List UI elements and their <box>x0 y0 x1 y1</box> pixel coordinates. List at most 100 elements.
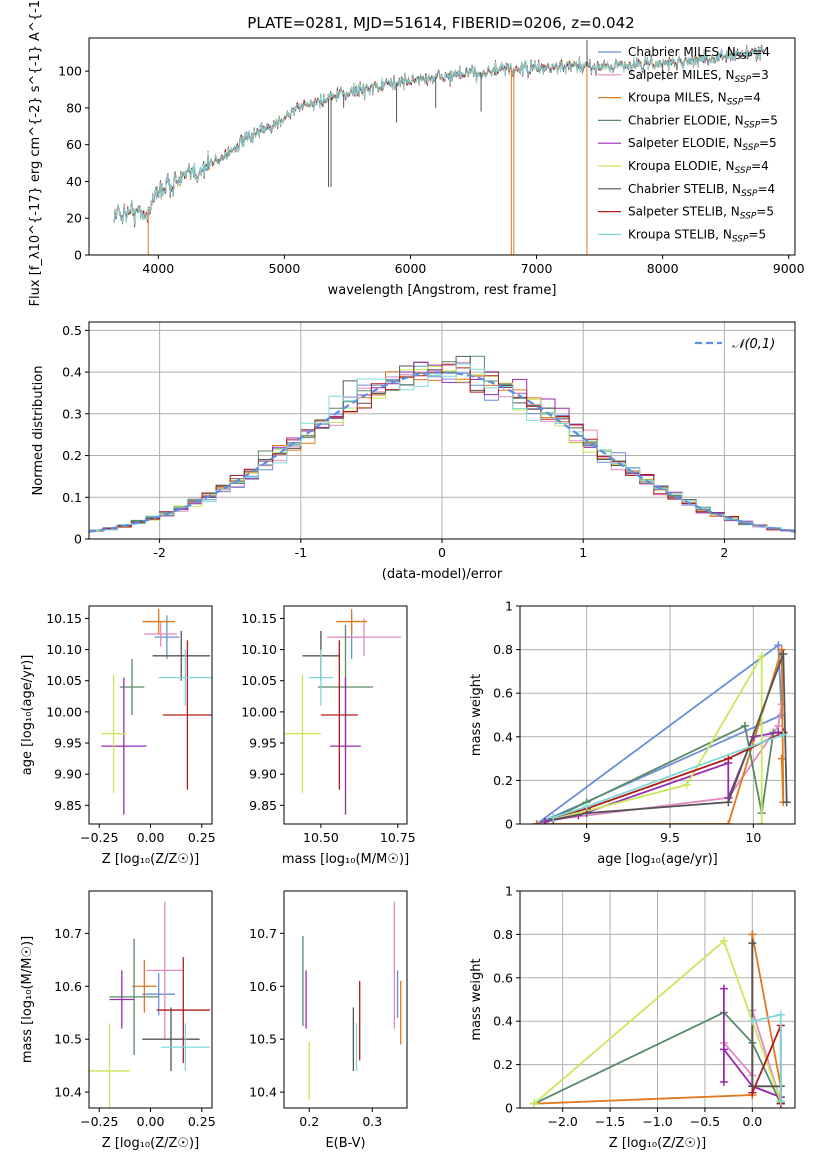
x-tick-label: 9000 <box>773 261 805 276</box>
y-tick-label: 40 <box>66 174 82 189</box>
mass-weight-line-kroupa-elodie <box>553 652 763 824</box>
mass-weight-marker <box>682 780 691 789</box>
mass-weight-marker <box>757 820 766 824</box>
y-tick-label: 10.00 <box>46 704 82 719</box>
mass-weight-marker <box>748 1017 757 1026</box>
y-tick-label: 10.6 <box>54 979 82 994</box>
mass-weight-marker <box>719 936 728 945</box>
y-tick-label: 0.4 <box>493 729 513 744</box>
legend-text: Chabrier STELIB, N <box>628 182 741 196</box>
y-axis-label: mass weight <box>469 958 484 1040</box>
x-tick-label: 7000 <box>521 261 553 276</box>
x-tick-label: −2.0 <box>547 1114 577 1129</box>
legend-text: Kroupa STELIB, N <box>628 227 732 241</box>
mass-weight-marker <box>541 817 549 824</box>
legend-label: Salpeter MILES, NSSP=3 <box>628 68 769 85</box>
plot-area-mass_vs_Z <box>89 901 210 1108</box>
legend-sub: SSP <box>742 143 759 153</box>
y-tick-label: 10.5 <box>54 1032 82 1047</box>
y-axis-label: Normed distribution <box>31 366 46 496</box>
histogram-salpeter-stelib <box>89 364 795 532</box>
y-axis-label: age [log₁₀(age/yr)] <box>20 655 35 776</box>
x-tick-label: −1.0 <box>642 1114 672 1129</box>
legend-text: Chabrier ELODIE, N <box>628 113 744 127</box>
y-tick-label: 0.8 <box>493 927 513 942</box>
x-axis-label: Z [log₁₀(Z/Z☉)] <box>102 1136 199 1151</box>
x-axis-label: Z [log₁₀(Z/Z☉)] <box>609 1136 706 1151</box>
mass-weight-marker <box>719 1045 728 1054</box>
x-tick-label: 9 <box>583 830 591 845</box>
x-tick-label: 9.5 <box>660 830 680 845</box>
legend-text: Salpeter ELODIE, N <box>628 136 742 150</box>
axes-frame <box>283 605 408 825</box>
spectrum-line-kroupa-stelib <box>113 46 764 226</box>
mass-weight-marker <box>774 641 783 650</box>
y-tick-label: 0.5 <box>62 323 82 338</box>
legend-sub: SSP <box>727 98 744 108</box>
x-axis-label: Z [log₁₀(Z/Z☉)] <box>102 852 199 867</box>
mass-weight-marker <box>782 798 791 807</box>
x-tick-label: 10.75 <box>380 830 416 845</box>
panel-age_vs_Z: −0.25 0.00 0.25 9.85 9.90 9.95 10.00 10.05 10.10… <box>20 605 216 867</box>
y-tick-label: 0.2 <box>493 773 513 788</box>
plot-area-mass_weight_vs_Z <box>520 891 795 1108</box>
y-tick-label: 0 <box>74 532 82 547</box>
y-tick-label: 10.10 <box>241 642 277 657</box>
y-tick-label: 10.7 <box>249 926 277 941</box>
y-tick-label: 60 <box>66 137 82 152</box>
legend-suffix: =4 <box>751 159 769 173</box>
y-tick-label: 1 <box>505 599 513 614</box>
legend-text: Chabrier MILES, N <box>628 45 736 59</box>
y-tick-label: 9.85 <box>54 798 82 813</box>
legend-sub: SSP <box>736 52 753 62</box>
y-tick-label: 10.4 <box>249 1085 277 1100</box>
x-tick-label: 10 <box>745 830 761 845</box>
axes-frame <box>88 321 796 540</box>
legend-suffix: =5 <box>760 113 778 127</box>
axes-frame <box>283 890 408 1109</box>
panel-spectrum: 4000 5000 6000 7000 8000 9000 0 20 40 60 80 100 wave… <box>28 0 805 306</box>
axes-frame <box>519 605 796 825</box>
y-tick-label: 10.15 <box>46 611 82 626</box>
y-tick-label: 0 <box>74 248 82 263</box>
plot-area-spectrum <box>113 39 764 255</box>
mass-weight-line-chabrier-miles <box>536 643 783 824</box>
y-tick-label: 10.7 <box>54 926 82 941</box>
y-tick-label: 80 <box>66 100 82 115</box>
y-tick-label: 9.85 <box>249 798 277 813</box>
y-tick-label: 0.6 <box>493 686 513 701</box>
y-tick-label: 10.00 <box>241 704 277 719</box>
x-tick-label: 0.0 <box>742 1114 762 1129</box>
y-tick-label: 10.10 <box>46 642 82 657</box>
mass-weight-marker <box>757 652 766 661</box>
mass-weight-marker <box>779 730 788 739</box>
mass-weight-marker <box>748 1088 757 1097</box>
legend-sub: SSP <box>740 212 757 222</box>
y-tick-label: 20 <box>66 211 82 226</box>
x-tick-label: 5000 <box>269 261 301 276</box>
mass-weight-marker <box>549 813 558 822</box>
panel-mass_weight_vs_Z: −2.0 −1.5 −1.0 −0.5 0.0 0 0.2 0.4 0.6 0.8 1 Z [log₁… <box>469 884 796 1151</box>
x-tick-label: 0.2 <box>299 1114 319 1129</box>
panel-residuals: -2 -1 0 1 2 0 0.1 0.2 0.3 0.4 0.5 (data-model)/erro… <box>31 321 796 582</box>
legend-label: Chabrier ELODIE, NSSP=5 <box>628 113 778 130</box>
legend-text: Kroupa ELODIE, N <box>628 159 735 173</box>
x-tick-label: 10.50 <box>303 830 339 845</box>
y-tick-label: 9.95 <box>249 736 277 751</box>
axes-frame <box>88 890 213 1109</box>
y-tick-label: 9.90 <box>54 767 82 782</box>
x-tick-label: -2 <box>153 545 165 560</box>
legend-label: Chabrier STELIB, NSSP=4 <box>628 182 775 199</box>
mass-weight-marker <box>776 1010 785 1019</box>
x-tick-label: −0.25 <box>80 1114 118 1129</box>
x-tick-label: 8000 <box>647 261 679 276</box>
legend-label: Kroupa MILES, NSSP=4 <box>628 91 761 108</box>
mass-weight-marker <box>582 802 591 811</box>
legend-suffix: =3 <box>751 68 769 82</box>
y-tick-label: 9.95 <box>54 736 82 751</box>
y-tick-label: 100 <box>58 64 82 79</box>
panel-mass_vs_Z: −0.25 0.00 0.25 10.4 10.5 10.6 10.7 Z [log₁₀(Z/… <box>20 890 216 1151</box>
x-tick-label: −1.5 <box>595 1114 625 1129</box>
x-tick-label: 1 <box>579 545 587 560</box>
